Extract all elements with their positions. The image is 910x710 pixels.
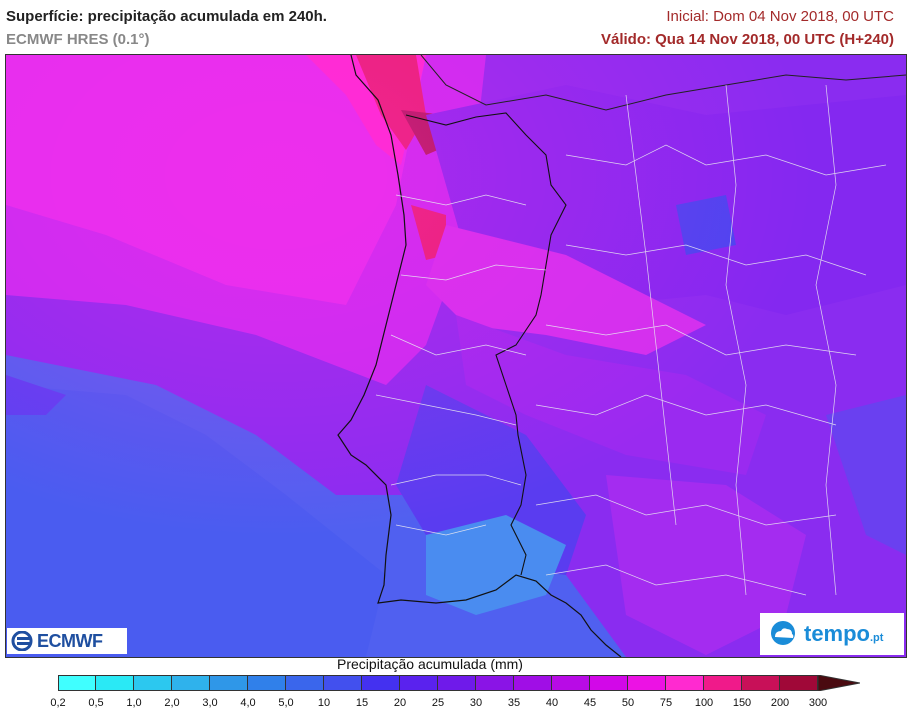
- colorbar-segment: [324, 675, 362, 691]
- colorbar-segment: [400, 675, 438, 691]
- colorbar-tick-label: 200: [770, 697, 790, 709]
- colorbar-tick-label: 10: [317, 697, 331, 709]
- colorbar-tick-label: 0,5: [88, 697, 104, 709]
- colorbar-tick-label: 2,0: [164, 697, 180, 709]
- cloud-logo-icon: [771, 621, 795, 645]
- colorbar-segment: [96, 675, 134, 691]
- initial-time: Inicial: Dom 04 Nov 2018, 00 UTC: [666, 8, 894, 25]
- colorbar-segment: [514, 675, 552, 691]
- colorbar-segment: [134, 675, 172, 691]
- ecmwf-logo-text: ECMWF: [37, 630, 103, 651]
- colorbar-segment: [248, 675, 286, 691]
- colorbar-segment: [552, 675, 590, 691]
- coastline-north: [420, 55, 906, 111]
- colorbar-tick-label: 3,0: [202, 697, 218, 709]
- colorbar-tick-label: 25: [431, 697, 445, 709]
- ecmwf-logo-icon: [11, 631, 33, 651]
- colorbar-tick-label: 45: [583, 697, 597, 709]
- colorbar-tick-label: 20: [393, 697, 407, 709]
- ecmwf-logo: ECMWF: [7, 628, 127, 654]
- colorbar-segment: [628, 675, 666, 691]
- colorbar-tick-label: 30: [469, 697, 483, 709]
- colorbar-tick-label: 100: [694, 697, 714, 709]
- map-title: Superfície: precipitação acumulada em 24…: [6, 8, 327, 25]
- colorbar-segment: [438, 675, 476, 691]
- precipitation-map[interactable]: [5, 54, 907, 658]
- colorbar-tick-label: 15: [355, 697, 369, 709]
- colorbar-tick-label: 0,2: [50, 697, 66, 709]
- colorbar-segment: [172, 675, 210, 691]
- colorbar-tick-label: 75: [659, 697, 673, 709]
- colorbar-tick-label: 4,0: [240, 697, 256, 709]
- colorbar-segment: [666, 675, 704, 691]
- colorbar-tick-label: 1,0: [126, 697, 142, 709]
- model-label: ECMWF HRES (0.1°): [6, 31, 150, 48]
- colorbar-tick-label: 35: [507, 697, 521, 709]
- district-borders: [375, 84, 887, 596]
- colorbar-title: Precipitação acumulada (mm): [337, 656, 523, 672]
- colorbar-segment: [742, 675, 780, 691]
- coastline-west: [337, 55, 622, 657]
- colorbar-segment: [780, 675, 818, 691]
- colorbar-segment: [590, 675, 628, 691]
- border-portugal-spain: [405, 112, 567, 576]
- colorbar-tick-label: 40: [545, 697, 559, 709]
- colorbar-segment: [704, 675, 742, 691]
- colorbar-segment: [58, 675, 96, 691]
- colorbar-tick-label: 50: [621, 697, 635, 709]
- map-canvas: [6, 55, 906, 657]
- colorbar-segment: [362, 675, 400, 691]
- colorbar-segment: [210, 675, 248, 691]
- colorbar-segment: [286, 675, 324, 691]
- colorbar-tick-label: 150: [732, 697, 752, 709]
- colorbar: [58, 675, 818, 691]
- colorbar-tick-label: 300: [808, 697, 828, 709]
- valid-time: Válido: Qua 14 Nov 2018, 00 UTC (H+240): [600, 31, 894, 48]
- colorbar-overflow-arrow: [818, 675, 860, 691]
- colorbar-tick-label: 5,0: [278, 697, 294, 709]
- haze-overlay: [6, 55, 906, 657]
- tempo-logo: tempo.pt: [760, 613, 904, 655]
- tempo-logo-text: tempo.pt: [804, 621, 884, 646]
- colorbar-segment: [476, 675, 514, 691]
